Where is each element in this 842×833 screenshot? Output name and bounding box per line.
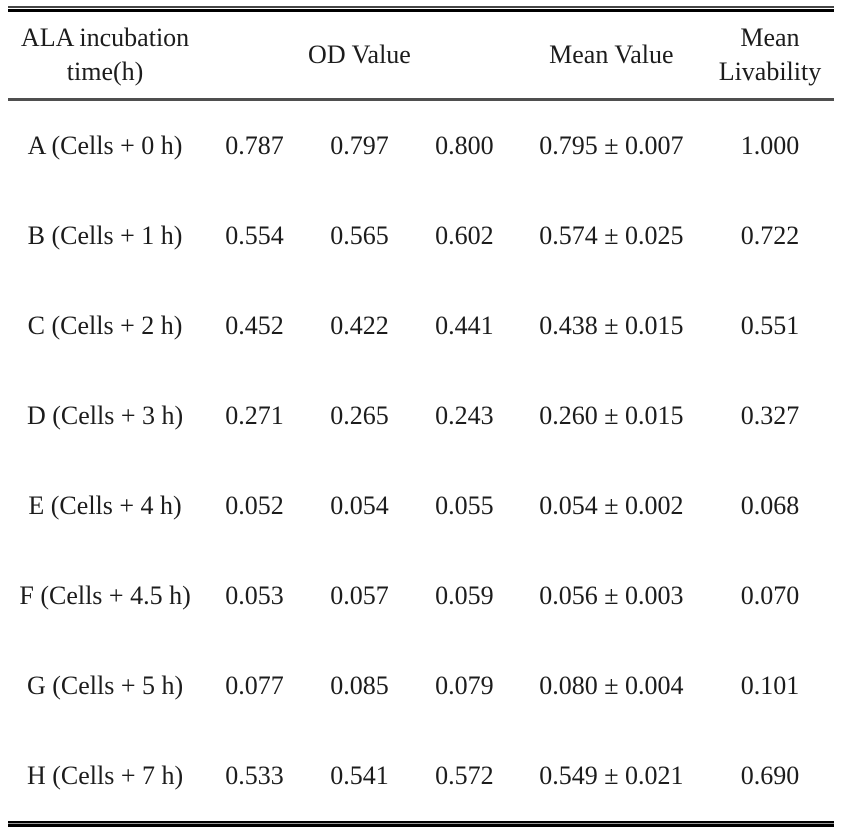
od-value-3: 0.059 xyxy=(435,581,494,610)
table-body: A (Cells + 0 h) 0.787 0.797 0.800 0.795 … xyxy=(8,100,834,822)
od-value-1: 0.271 xyxy=(225,401,284,430)
table-row-h: H (Cells + 7 h) 0.533 0.541 0.572 0.549 … xyxy=(8,731,834,821)
od-value-2: 0.057 xyxy=(330,581,389,610)
mean-livability: 0.070 xyxy=(740,581,800,610)
mean-value: 0.438 ± 0.015 xyxy=(539,311,684,340)
mean-livability: 0.068 xyxy=(740,491,800,520)
od-value-3: 0.572 xyxy=(435,761,494,790)
header-livability-line1: Mean xyxy=(740,23,800,53)
header-mean-value: Mean Value xyxy=(516,12,706,101)
row-label: E (Cells + 4 h) xyxy=(28,491,182,520)
od-value-1: 0.052 xyxy=(225,491,284,520)
row-label: F (Cells + 4.5 h) xyxy=(19,581,191,610)
mean-value: 0.056 ± 0.003 xyxy=(539,581,684,610)
table-row-d: D (Cells + 3 h) 0.271 0.265 0.243 0.260 … xyxy=(8,371,834,461)
od-value-1: 0.787 xyxy=(225,131,284,160)
row-label: G (Cells + 5 h) xyxy=(26,671,184,700)
mean-value: 0.795 ± 0.007 xyxy=(539,131,684,160)
row-label: A (Cells + 0 h) xyxy=(27,131,183,160)
od-value-2: 0.797 xyxy=(330,131,389,160)
row-label: H (Cells + 7 h) xyxy=(26,761,184,790)
od-value-2: 0.565 xyxy=(330,221,389,250)
row-label: D (Cells + 3 h) xyxy=(26,401,184,430)
header-livability-line2: Livability xyxy=(718,57,822,86)
header-row: ALA incubation time(h) OD Value Mean Val… xyxy=(8,12,834,101)
od-value-1: 0.077 xyxy=(225,671,284,700)
header-mean-livability: Mean Livability xyxy=(705,12,834,101)
table-bottom-rule xyxy=(8,821,834,827)
table-header: ALA incubation time(h) OD Value Mean Val… xyxy=(8,12,834,101)
od-value-1: 0.533 xyxy=(225,761,284,790)
od-value-3: 0.800 xyxy=(435,131,494,160)
mean-value: 0.054 ± 0.002 xyxy=(539,491,684,520)
od-value-3: 0.441 xyxy=(435,311,494,340)
od-value-3: 0.602 xyxy=(435,221,494,250)
mean-value: 0.080 ± 0.004 xyxy=(539,671,684,700)
row-label: C (Cells + 2 h) xyxy=(27,311,183,340)
od-value-3: 0.079 xyxy=(435,671,494,700)
od-value-3: 0.243 xyxy=(435,401,494,430)
od-value-2: 0.422 xyxy=(330,311,389,340)
mean-value: 0.260 ± 0.015 xyxy=(539,401,684,430)
table-row-g: G (Cells + 5 h) 0.077 0.085 0.079 0.080 … xyxy=(8,641,834,731)
header-ala-incubation-time: ALA incubation time(h) xyxy=(8,12,203,101)
table-top-rule xyxy=(8,6,834,12)
od-value-1: 0.053 xyxy=(225,581,284,610)
header-od-value: OD Value xyxy=(202,12,517,101)
header-time-line2: time(h) xyxy=(66,57,144,86)
mean-livability: 0.722 xyxy=(740,221,800,250)
table-row-e: E (Cells + 4 h) 0.052 0.054 0.055 0.054 … xyxy=(8,461,834,551)
od-value-2: 0.054 xyxy=(330,491,389,520)
od-value-2: 0.085 xyxy=(330,671,389,700)
mean-value: 0.549 ± 0.021 xyxy=(539,761,684,790)
od-value-3: 0.055 xyxy=(435,491,494,520)
od-value-2: 0.265 xyxy=(330,401,389,430)
mean-livability: 0.327 xyxy=(740,401,800,430)
mean-livability: 0.690 xyxy=(740,761,800,790)
header-time-line1: ALA incubation xyxy=(20,23,190,53)
mean-value: 0.574 ± 0.025 xyxy=(539,221,684,250)
livability-data-table: ALA incubation time(h) OD Value Mean Val… xyxy=(8,12,834,821)
od-value-1: 0.452 xyxy=(225,311,284,340)
row-label: B (Cells + 1 h) xyxy=(27,221,183,250)
mean-livability: 0.101 xyxy=(740,671,800,700)
table-row-b: B (Cells + 1 h) 0.554 0.565 0.602 0.574 … xyxy=(8,191,834,281)
mean-livability: 1.000 xyxy=(740,131,800,160)
mean-livability: 0.551 xyxy=(740,311,800,340)
od-value-1: 0.554 xyxy=(225,221,284,250)
od-value-2: 0.541 xyxy=(330,761,389,790)
table-row-c: C (Cells + 2 h) 0.452 0.422 0.441 0.438 … xyxy=(8,281,834,371)
table-row-f: F (Cells + 4.5 h) 0.053 0.057 0.059 0.05… xyxy=(8,551,834,641)
table-row-a: A (Cells + 0 h) 0.787 0.797 0.800 0.795 … xyxy=(8,100,834,192)
